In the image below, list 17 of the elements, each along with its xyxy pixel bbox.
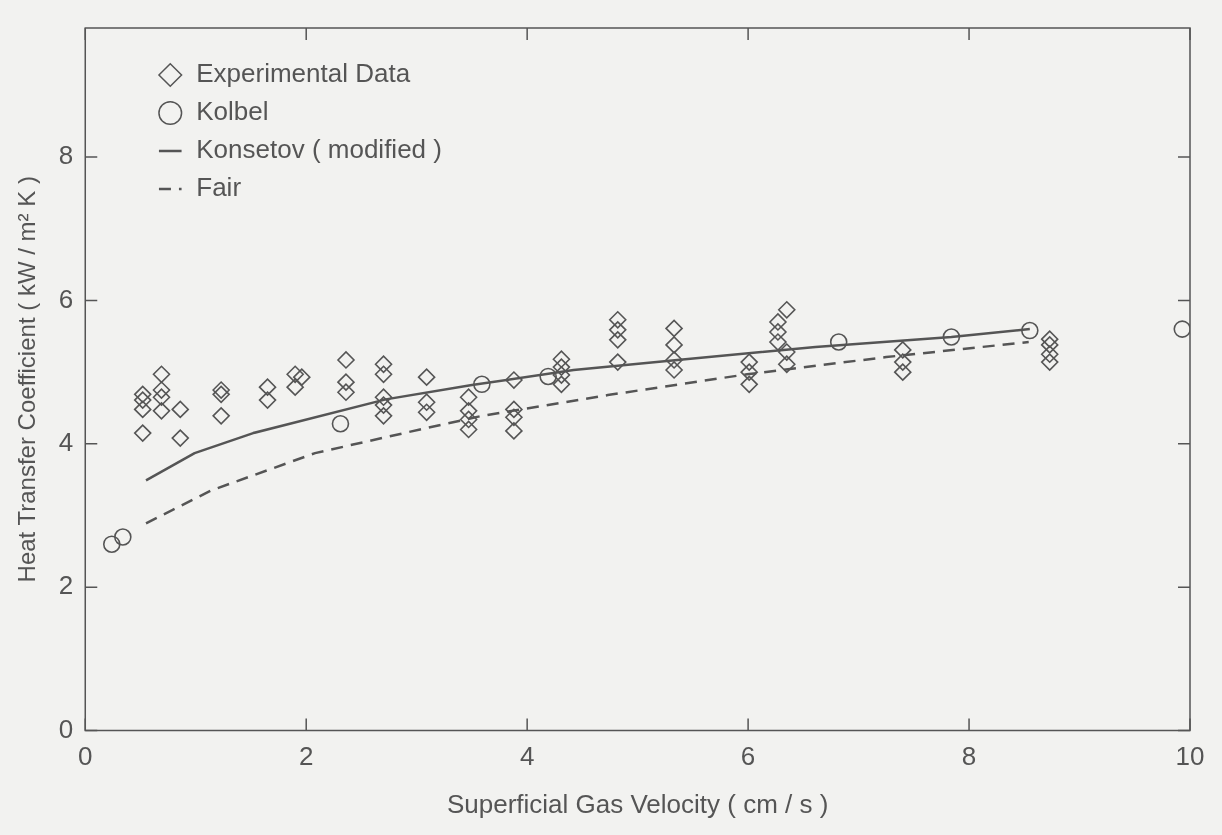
x-tick-label: 0 xyxy=(78,741,93,772)
x-tick-label: 10 xyxy=(1175,741,1205,772)
legend-label: Fair xyxy=(196,172,242,203)
legend-label: Konsetov ( modified ) xyxy=(196,134,442,165)
x-tick-label: 2 xyxy=(298,741,314,772)
y-tick-label: 0 xyxy=(58,713,74,744)
y-tick-label: 4 xyxy=(58,427,74,457)
x-tick-label: 8 xyxy=(961,741,977,772)
y-axis-title: Heat Transfer Coefficient ( kW / m² K ) xyxy=(13,176,41,583)
x-axis-title: Superficial Gas Velocity ( cm / s ) xyxy=(446,788,829,819)
x-tick-label: 4 xyxy=(519,741,535,772)
legend-label: Kolbel xyxy=(196,96,269,127)
y-tick-label: 8 xyxy=(58,140,74,171)
y-tick-label: 2 xyxy=(58,570,74,601)
x-tick-label: 6 xyxy=(740,741,756,772)
legend-label: Experimental Data xyxy=(196,58,411,89)
y-tick-label: 6 xyxy=(58,283,74,314)
